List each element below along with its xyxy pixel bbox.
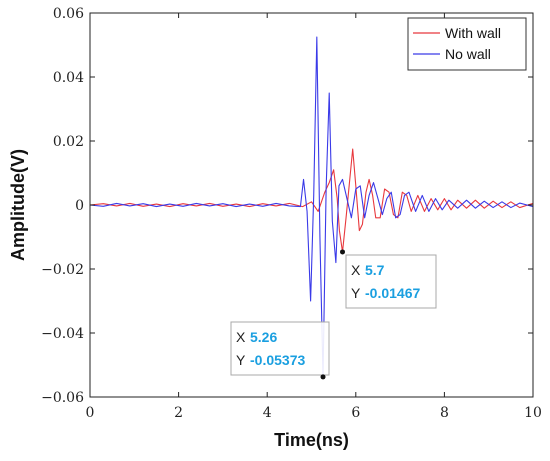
datatip-y-value: -0.01467 <box>365 285 420 301</box>
datatip-x-value: 5.26 <box>250 329 277 345</box>
x-tick-label: 8 <box>440 405 449 421</box>
datatip-marker <box>340 249 346 255</box>
y-tick-label: 0.04 <box>53 70 84 86</box>
datatip-y-key: Y <box>236 352 246 368</box>
y-tick-label: −0.02 <box>41 262 84 278</box>
datatip-with-wall[interactable]: X 5.7 Y -0.01467 <box>340 249 437 309</box>
x-tick-label: 0 <box>86 405 95 421</box>
y-tick-label: 0.02 <box>53 134 84 150</box>
legend-box <box>407 17 527 71</box>
legend[interactable]: With wall No wall <box>407 17 527 71</box>
datatip-box <box>345 254 437 309</box>
datatip-y-value: -0.05373 <box>250 352 305 368</box>
y-tick-label: −0.06 <box>41 390 84 406</box>
y-tick-label: −0.04 <box>41 326 84 342</box>
x-tick-label: 2 <box>174 405 183 421</box>
axes <box>89 12 534 398</box>
x-tick-label: 6 <box>351 405 360 421</box>
y-tick-label: 0.06 <box>53 6 84 22</box>
series-line-no-wall[interactable] <box>89 36 534 378</box>
x-tick-label: 10 <box>524 405 542 421</box>
y-axis-label: Amplitude(V) <box>8 149 28 261</box>
datatip-y-key: Y <box>351 285 361 301</box>
datatip-no-wall[interactable]: X 5.26 Y -0.05373 <box>230 321 330 380</box>
datatip-x-key: X <box>236 329 246 345</box>
series-lines <box>89 36 534 378</box>
tick-labels: 0 2 4 6 8 10 −0.06 −0.04 −0.02 0 0.02 0.04 0.06 <box>41 6 542 421</box>
x-tick-label: 4 <box>263 405 272 421</box>
x-axis-label: Time(ns) <box>274 430 349 450</box>
legend-label-with-wall: With wall <box>445 25 501 41</box>
datatip-marker <box>320 374 326 380</box>
datatip-x-value: 5.7 <box>365 262 385 278</box>
datatip-x-key: X <box>351 262 361 278</box>
datatip-box <box>230 321 330 376</box>
y-tick-label: 0 <box>75 198 84 214</box>
legend-label-no-wall: No wall <box>445 46 491 62</box>
